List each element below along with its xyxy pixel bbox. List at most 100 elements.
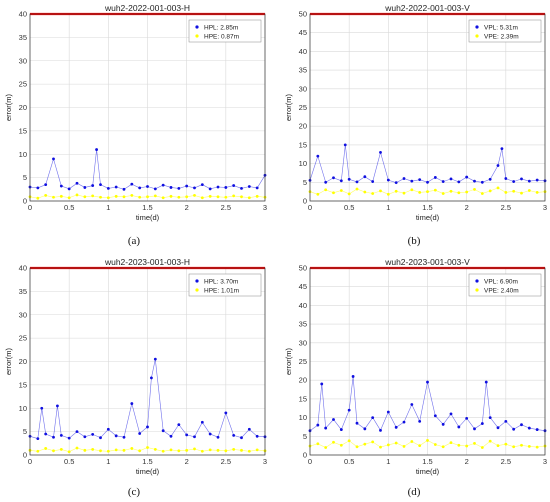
legend-box bbox=[188, 19, 262, 43]
x-tick-label: 0.5 bbox=[64, 203, 74, 212]
y-tick-label: 30 bbox=[299, 338, 307, 347]
y-tick-label: 35 bbox=[19, 287, 27, 296]
x-tick-label: 2.5 bbox=[221, 203, 231, 212]
legend-marker bbox=[195, 288, 199, 292]
series-vpe bbox=[308, 186, 547, 196]
chart-title: wuh2-2023-001-003-V bbox=[384, 257, 470, 267]
y-tick-label: 0 bbox=[23, 197, 27, 206]
panel-caption: (a) bbox=[128, 235, 141, 247]
y-tick-label: 40 bbox=[19, 264, 27, 273]
series-hpe bbox=[28, 193, 267, 200]
y-tick-label: 25 bbox=[299, 357, 307, 366]
y-tick-label: 15 bbox=[19, 126, 27, 135]
y-tick-label: 15 bbox=[299, 140, 307, 149]
legend-entry: VPL: 6.90m bbox=[484, 278, 518, 285]
y-tick-label: 30 bbox=[19, 56, 27, 65]
legend: VPL: 5.31m VPE: 2.39m bbox=[468, 19, 542, 43]
y-tick-label: 40 bbox=[19, 10, 27, 19]
y-tick-label: 5 bbox=[23, 427, 27, 436]
data-point bbox=[351, 375, 355, 378]
x-tick-label: 2 bbox=[465, 203, 469, 212]
y-tick-label: 5 bbox=[23, 173, 27, 182]
series-vpl bbox=[308, 143, 547, 185]
y-tick-label: 5 bbox=[303, 432, 307, 441]
y-axis-label: error(m) bbox=[284, 347, 293, 375]
x-tick-label: 0.5 bbox=[344, 203, 354, 212]
y-tick-label: 15 bbox=[299, 394, 307, 403]
panel-caption: (d) bbox=[408, 486, 421, 498]
y-tick-label: 40 bbox=[299, 301, 307, 310]
chart-panel-b: 0 0.5 1 1.5 2 2.5 305101520253035404550wuh2-20… bbox=[284, 3, 547, 222]
legend-entry: HPE: 0.87m bbox=[204, 33, 239, 40]
y-tick-label: 30 bbox=[299, 84, 307, 93]
x-tick-label: 0.5 bbox=[344, 457, 354, 466]
x-tick-label: 1.5 bbox=[422, 457, 432, 466]
chart-title: wuh2-2023-001-003-H bbox=[104, 257, 190, 267]
x-tick-label: 2.5 bbox=[501, 203, 511, 212]
legend-entry: HPL: 3.70m bbox=[204, 278, 238, 285]
legend-entry: VPL: 5.31m bbox=[484, 24, 518, 31]
y-tick-label: 10 bbox=[19, 150, 27, 159]
y-tick-label: 20 bbox=[299, 376, 307, 385]
y-tick-label: 0 bbox=[303, 197, 307, 206]
series-trace bbox=[309, 376, 546, 431]
chart-title: wuh2-2022-001-003-H bbox=[104, 3, 190, 13]
x-tick-label: 3 bbox=[263, 457, 267, 466]
legend-box bbox=[468, 19, 542, 43]
series-hpl bbox=[28, 357, 267, 441]
x-tick-label: 2 bbox=[185, 203, 189, 212]
y-tick-label: 20 bbox=[299, 122, 307, 131]
legend: VPL: 6.90m VPE: 2.40m bbox=[468, 273, 542, 297]
y-tick-label: 0 bbox=[303, 451, 307, 460]
series-vpl bbox=[308, 375, 547, 433]
y-tick-label: 40 bbox=[299, 47, 307, 56]
x-tick-label: 3 bbox=[543, 203, 547, 212]
legend-marker bbox=[195, 34, 199, 38]
legend-marker bbox=[475, 25, 479, 29]
panel-caption: (b) bbox=[408, 235, 421, 247]
legend-marker bbox=[475, 34, 479, 38]
y-tick-label: 20 bbox=[19, 357, 27, 366]
x-tick-label: 1.5 bbox=[422, 203, 432, 212]
chart-panel-a: 0 0.5 1 1.5 2 2.5 30510152025303540wuh2-2022-0… bbox=[4, 3, 267, 222]
series-trace bbox=[29, 194, 266, 199]
y-tick-label: 10 bbox=[19, 404, 27, 413]
y-axis-label: error(m) bbox=[4, 93, 13, 121]
x-tick-label: 1 bbox=[386, 203, 390, 212]
x-tick-label: 0 bbox=[308, 457, 312, 466]
x-tick-label: 1 bbox=[106, 203, 110, 212]
y-axis-label: error(m) bbox=[4, 347, 13, 375]
axes-frame bbox=[309, 267, 546, 456]
x-tick-label: 2 bbox=[465, 457, 469, 466]
x-tick-label: 0 bbox=[28, 457, 32, 466]
y-tick-label: 15 bbox=[19, 380, 27, 389]
legend-entry: VPE: 2.40m bbox=[484, 287, 519, 294]
legend-marker bbox=[195, 25, 199, 29]
y-tick-label: 20 bbox=[19, 103, 27, 112]
axes-frame bbox=[29, 13, 266, 202]
x-axis-label: time(d) bbox=[416, 213, 440, 222]
y-tick-label: 35 bbox=[299, 66, 307, 75]
y-tick-label: 35 bbox=[299, 320, 307, 329]
y-tick-label: 50 bbox=[299, 264, 307, 273]
legend-marker bbox=[475, 279, 479, 283]
series-trace bbox=[29, 447, 266, 453]
y-tick-label: 30 bbox=[19, 310, 27, 319]
x-axis-label: time(d) bbox=[416, 467, 440, 476]
x-tick-label: 1.5 bbox=[142, 203, 152, 212]
legend: HPL: 3.70m HPE: 1.01m bbox=[188, 273, 262, 297]
y-tick-label: 45 bbox=[299, 282, 307, 291]
y-tick-label: 50 bbox=[299, 10, 307, 19]
series-trace bbox=[29, 359, 266, 439]
series-trace bbox=[29, 149, 266, 190]
x-tick-label: 3 bbox=[543, 457, 547, 466]
y-tick-label: 10 bbox=[299, 159, 307, 168]
y-tick-label: 5 bbox=[303, 178, 307, 187]
panel-caption: (c) bbox=[128, 486, 141, 498]
x-tick-label: 0 bbox=[28, 203, 32, 212]
series-trace bbox=[309, 440, 546, 448]
y-tick-label: 0 bbox=[23, 451, 27, 460]
legend: HPL: 2.85m HPE: 0.87m bbox=[188, 19, 262, 43]
series-vpe bbox=[308, 439, 547, 449]
